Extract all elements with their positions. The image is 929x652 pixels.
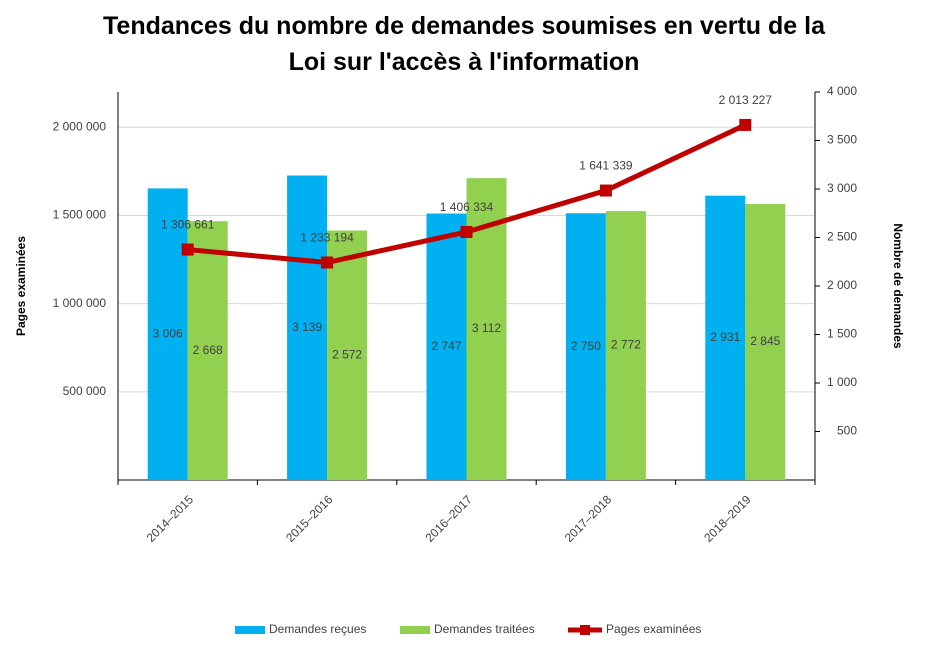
bar <box>565 213 606 480</box>
legend-swatch <box>235 626 265 634</box>
x-tick-label: 2014–2015 <box>144 492 197 545</box>
bar-value-label: 2 931 <box>710 330 740 344</box>
bar-value-label: 2 572 <box>332 347 362 361</box>
legend-label: Pages examinées <box>606 622 701 636</box>
y2-tick-label: 3 500 <box>827 133 857 147</box>
y2-tick-label: 1 000 <box>827 375 857 389</box>
y2-tick-label: 3 000 <box>827 181 857 195</box>
bar-value-label: 2 747 <box>431 339 461 353</box>
bar <box>426 213 467 480</box>
bar-value-label: 3 112 <box>472 321 501 335</box>
x-tick-label: 2016–2017 <box>422 492 475 545</box>
line-value-label: 1 306 661 <box>161 218 215 232</box>
bar-value-label: 3 006 <box>153 326 183 340</box>
bar <box>147 188 188 480</box>
line-marker <box>181 243 194 256</box>
bar <box>705 195 746 480</box>
bar-value-label: 2 750 <box>571 339 601 353</box>
x-tick-label: 2017–2018 <box>562 492 615 545</box>
y2-tick-label: 2 500 <box>827 230 857 244</box>
bar-value-label: 2 668 <box>193 343 223 357</box>
y2-tick-label: 500 <box>837 424 857 438</box>
y2-tick-label: 4 000 <box>827 84 857 98</box>
line-value-label: 1 641 339 <box>579 159 633 173</box>
x-tick-label: 2015–2016 <box>283 492 336 545</box>
y-tick-label: 500 000 <box>63 384 107 398</box>
line-marker <box>460 225 473 238</box>
line-marker <box>739 118 752 131</box>
bar <box>187 221 228 481</box>
legend-swatch <box>400 626 430 634</box>
y-tick-label: 1 500 000 <box>53 208 107 222</box>
bar-value-label: 2 772 <box>611 338 641 352</box>
bar <box>327 230 368 480</box>
bar-value-label: 3 139 <box>292 320 322 334</box>
bar <box>605 211 646 480</box>
y-axis-title: Pages examinées <box>14 236 28 336</box>
line-value-label: 2 013 227 <box>719 93 773 107</box>
line-marker <box>321 256 334 269</box>
y2-axis-title: Nombre de demandes <box>891 223 905 349</box>
y-tick-label: 2 000 000 <box>53 119 107 133</box>
y2-tick-label: 2 000 <box>827 278 857 292</box>
bar <box>287 175 328 480</box>
bar-value-label: 2 845 <box>750 334 780 348</box>
legend-swatch <box>580 625 590 635</box>
bar <box>745 204 786 480</box>
chart-title: Tendances du nombre de demandes soumises… <box>103 12 825 76</box>
x-tick-label: 2018–2019 <box>701 492 754 545</box>
line-value-label: 1 233 194 <box>300 231 354 245</box>
y2-tick-label: 1 500 <box>827 327 857 341</box>
line-marker <box>599 184 612 197</box>
y-tick-label: 1 000 000 <box>53 296 107 310</box>
line-value-label: 1 406 334 <box>440 200 494 214</box>
legend-label: Demandes reçues <box>269 622 366 636</box>
legend-label: Demandes traitées <box>434 622 535 636</box>
